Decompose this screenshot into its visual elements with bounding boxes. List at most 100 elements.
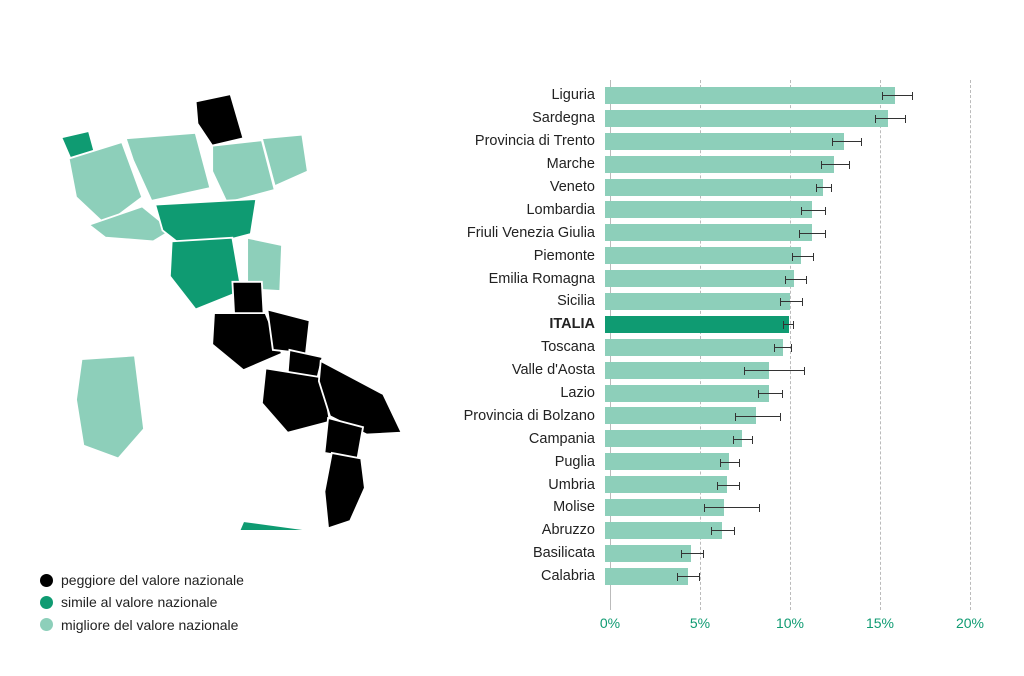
error-bar xyxy=(677,576,700,577)
error-bar xyxy=(882,95,913,96)
row-label: Molise xyxy=(430,499,605,515)
chart-row: Piemonte xyxy=(430,244,990,267)
chart-row: Friuli Venezia Giulia xyxy=(430,221,990,244)
x-axis-label: 15% xyxy=(866,615,894,631)
bar xyxy=(605,110,888,127)
chart-row: Emilia Romagna xyxy=(430,267,990,290)
region-trentino xyxy=(196,94,244,146)
chart-row: Umbria xyxy=(430,473,990,496)
legend-swatch xyxy=(40,618,53,631)
error-bar xyxy=(816,187,832,188)
bar xyxy=(605,224,812,241)
bar xyxy=(605,453,729,470)
x-axis-label: 10% xyxy=(776,615,804,631)
bar-track xyxy=(605,179,990,196)
bar-track xyxy=(605,385,990,402)
bar xyxy=(605,339,783,356)
row-label: Umbria xyxy=(430,477,605,493)
error-bar xyxy=(875,118,906,119)
bar-track xyxy=(605,476,990,493)
row-label: Toscana xyxy=(430,339,605,355)
chart-panel: 0%5%10%15%20% LiguriaSardegnaProvincia d… xyxy=(430,0,1024,676)
error-bar xyxy=(704,507,760,508)
bar-track xyxy=(605,110,990,127)
error-bar xyxy=(785,279,807,280)
bar xyxy=(605,87,895,104)
bar-track xyxy=(605,568,990,585)
legend-swatch xyxy=(40,596,53,609)
chart-row: Puglia xyxy=(430,450,990,473)
bar xyxy=(605,522,722,539)
row-label: Basilicata xyxy=(430,545,605,561)
bar-track xyxy=(605,224,990,241)
chart-row: Basilicata xyxy=(430,542,990,565)
bar-track xyxy=(605,133,990,150)
row-label: Liguria xyxy=(430,87,605,103)
legend-label: simile al valore nazionale xyxy=(61,591,217,613)
bar xyxy=(605,545,691,562)
row-label: Sardegna xyxy=(430,110,605,126)
bar-chart: 0%5%10%15%20% LiguriaSardegnaProvincia d… xyxy=(430,80,990,640)
error-bar xyxy=(792,256,814,257)
region-abruzzo xyxy=(267,309,309,353)
chart-row: Marche xyxy=(430,153,990,176)
bar-track xyxy=(605,407,990,424)
chart-row: Campania xyxy=(430,427,990,450)
legend-label: peggiore del valore nazionale xyxy=(61,569,244,591)
bar-track xyxy=(605,522,990,539)
legend-swatch xyxy=(40,574,53,587)
row-label: Marche xyxy=(430,156,605,172)
bar-track xyxy=(605,430,990,447)
legend-item: simile al valore nazionale xyxy=(40,591,244,613)
x-axis-label: 5% xyxy=(690,615,710,631)
region-calabria xyxy=(324,453,364,528)
chart-row: Sardegna xyxy=(430,107,990,130)
chart-row: Valle d'Aosta xyxy=(430,359,990,382)
error-bar xyxy=(801,210,826,211)
row-label: Abruzzo xyxy=(430,522,605,538)
error-bar xyxy=(720,462,740,463)
bar-track xyxy=(605,156,990,173)
row-label: Friuli Venezia Giulia xyxy=(430,225,605,241)
region-sardegna xyxy=(76,355,144,458)
bar xyxy=(605,270,794,287)
error-bar xyxy=(711,530,734,531)
error-bar xyxy=(758,393,783,394)
row-label: Provincia di Trento xyxy=(430,133,605,149)
bar xyxy=(605,293,790,310)
bar xyxy=(605,407,756,424)
bar xyxy=(605,430,742,447)
error-bar xyxy=(774,347,792,348)
chart-row: Molise xyxy=(430,496,990,519)
bar xyxy=(605,201,812,218)
region-umbria xyxy=(232,282,263,317)
chart-row: Sicilia xyxy=(430,290,990,313)
bar-track xyxy=(605,316,990,333)
chart-row: Abruzzo xyxy=(430,519,990,542)
x-axis-label: 0% xyxy=(600,615,620,631)
bar xyxy=(605,156,834,173)
chart-row: Provincia di Trento xyxy=(430,130,990,153)
bar-track xyxy=(605,247,990,264)
region-toscana xyxy=(170,238,242,310)
chart-row: Lombardia xyxy=(430,198,990,221)
error-bar xyxy=(735,416,782,417)
bar-track xyxy=(605,201,990,218)
row-label: Sicilia xyxy=(430,293,605,309)
bar xyxy=(605,316,789,333)
bar-track xyxy=(605,87,990,104)
chart-row: Liguria xyxy=(430,84,990,107)
row-label: Provincia di Bolzano xyxy=(430,408,605,424)
chart-row: ITALIA xyxy=(430,313,990,336)
error-bar xyxy=(717,485,740,486)
map-panel: peggiore del valore nazionalesimile al v… xyxy=(0,0,430,676)
error-bar xyxy=(799,233,826,234)
chart-row: Veneto xyxy=(430,176,990,199)
region-sicilia xyxy=(232,521,324,530)
legend-label: migliore del valore nazionale xyxy=(61,614,238,636)
chart-row: Lazio xyxy=(430,382,990,405)
bar-track xyxy=(605,499,990,516)
bar xyxy=(605,133,844,150)
row-label: Lazio xyxy=(430,385,605,401)
row-label: Piemonte xyxy=(430,248,605,264)
